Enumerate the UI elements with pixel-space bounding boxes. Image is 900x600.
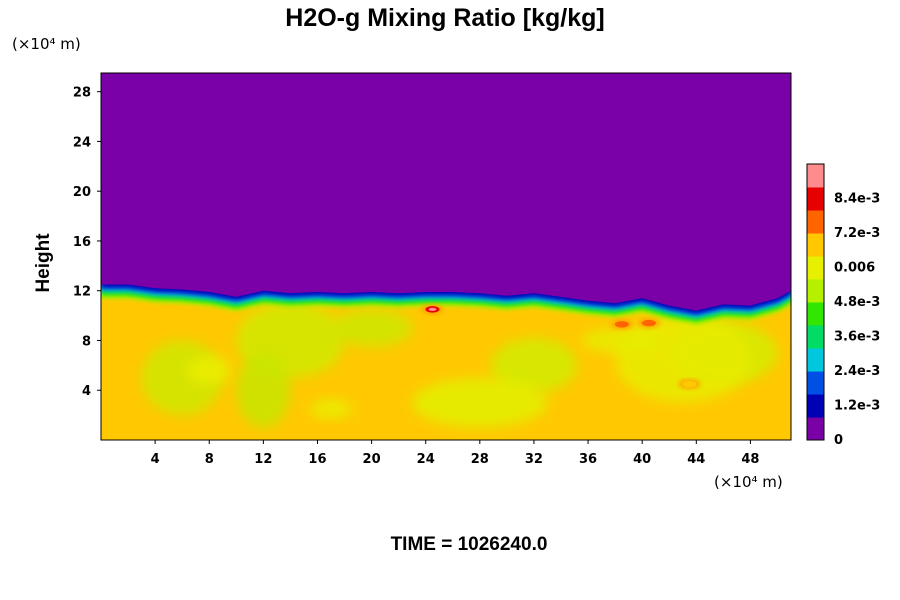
- x-tick-label: 28: [471, 452, 489, 467]
- chart-title: H2O-g Mixing Ratio [kg/kg]: [285, 4, 604, 32]
- y-tick-label: 24: [73, 135, 91, 150]
- maximum-core: [641, 319, 656, 327]
- colorbar-label: 4.8e-3: [834, 295, 880, 310]
- colorbar-swatch: [807, 256, 824, 280]
- y-axis-ticks: 4 8 12 16 20 24 28: [73, 86, 101, 399]
- colorbar-label: 3.6e-3: [834, 330, 880, 345]
- colorbar-swatch: [807, 187, 824, 211]
- x-tick-label: 24: [417, 452, 435, 467]
- x-tick-label: 20: [363, 452, 381, 467]
- x-tick-label: 4: [151, 452, 160, 467]
- time-label: TIME = 1026240.0: [391, 534, 548, 555]
- moist-feature: [615, 315, 751, 403]
- x-tick-label: 44: [687, 452, 705, 467]
- colorbar-swatch: [807, 417, 824, 441]
- moist-feature: [331, 309, 413, 347]
- colorbar-label: 8.4e-3: [834, 192, 880, 207]
- colorbar-swatch: [807, 279, 824, 303]
- colorbar: 0 1.2e-3 2.4e-3 3.6e-3 4.8e-3 0.006 7.2e-3 8.4e…: [806, 163, 880, 448]
- y-axis-label: Height: [33, 233, 54, 293]
- colorbar-label: 7.2e-3: [834, 226, 880, 241]
- x-tick-label: 32: [525, 452, 543, 467]
- plot-frame: [100, 72, 792, 441]
- colorbar-swatch: [807, 302, 824, 326]
- moist-feature: [412, 377, 548, 428]
- x-tick-label: 40: [633, 452, 651, 467]
- colorbar-swatch: [807, 348, 824, 372]
- x-tick-label: 8: [205, 452, 214, 467]
- dry-layer-field: [101, 73, 791, 311]
- x-tick-label: 12: [254, 452, 272, 467]
- moist-feature: [490, 337, 578, 393]
- y-tick-label: 20: [73, 185, 91, 200]
- moist-feature: [187, 356, 231, 385]
- colorbar-label: 1.2e-3: [834, 399, 880, 414]
- maximum-core: [682, 380, 697, 388]
- colorbar-swatch: [807, 371, 824, 395]
- y-tick-label: 16: [73, 235, 91, 250]
- x-tick-label: 36: [579, 452, 597, 467]
- colorbar-label: 2.4e-3: [834, 364, 880, 379]
- y-unit-label: (×10⁴ m): [12, 35, 81, 53]
- maximum-peak: [428, 307, 437, 311]
- y-tick-label: 4: [82, 384, 91, 399]
- x-unit-label: (×10⁴ m): [714, 473, 783, 491]
- moist-layer-features: [141, 303, 778, 428]
- colorbar-swatch: [807, 233, 824, 257]
- moist-feature: [309, 398, 353, 419]
- colorbar-frame: [806, 163, 825, 441]
- colorbar-swatch: [807, 394, 824, 418]
- y-tick-label: 8: [82, 334, 91, 349]
- maximum-core: [614, 321, 629, 328]
- moist-feature: [581, 328, 663, 353]
- y-tick-label: 28: [73, 86, 91, 101]
- x-axis-ticks: 4 8 12 16 20 24 28 32 36 40 44 48: [151, 440, 759, 467]
- y-tick-label: 12: [73, 285, 91, 300]
- moist-feature: [236, 352, 291, 428]
- colorbar-swatch: [807, 164, 824, 188]
- heatmap-field: [101, 73, 791, 440]
- x-tick-label: 16: [308, 452, 326, 467]
- colorbar-swatch: [807, 325, 824, 349]
- colorbar-swatch: [807, 210, 824, 234]
- colorbar-label: 0.006: [834, 261, 875, 276]
- local-maxima: [421, 304, 701, 390]
- x-tick-label: 48: [741, 452, 759, 467]
- colorbar-label: 0: [834, 433, 843, 448]
